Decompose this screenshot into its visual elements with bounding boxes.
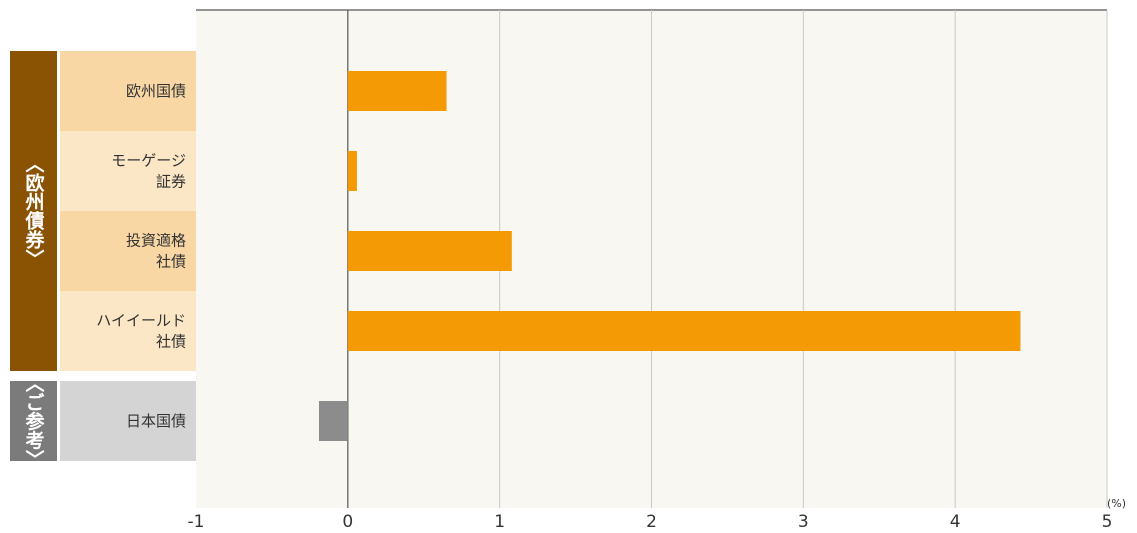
category-label: 社債 [156, 253, 186, 271]
category-label: 投資適格 [126, 232, 186, 250]
x-tick-label: -1 [188, 512, 205, 532]
x-axis-ticks: -1 0 1 2 3 4 5 [188, 512, 1113, 532]
unit-label: (%) [1107, 497, 1126, 510]
bars [318, 71, 1021, 441]
group-bar [10, 381, 57, 461]
category-cell [60, 291, 196, 371]
category-cell [60, 51, 196, 131]
x-tick-label: 0 [342, 512, 353, 532]
bar [347, 151, 357, 191]
category-cell [60, 131, 196, 211]
group-bar [10, 51, 57, 371]
bar [347, 311, 1021, 351]
category-label: 欧州国債 [126, 82, 186, 100]
bar [347, 231, 512, 271]
group-brackets: 〈欧州債券〉〈ご参考〉 [10, 51, 57, 469]
x-tick-label: 1 [494, 512, 505, 532]
group-label: 〈欧州債券〉 [23, 154, 46, 268]
bar [318, 401, 348, 441]
category-label: 日本国債 [126, 412, 186, 430]
x-tick-label: 5 [1102, 512, 1113, 532]
category-label: ハイイールド [96, 312, 186, 330]
group-label: 〈ご参考〉 [23, 374, 45, 469]
category-cell [60, 211, 196, 291]
x-tick-label: 4 [950, 512, 961, 532]
category-cell [60, 381, 196, 461]
bar [347, 71, 447, 111]
category-label: 社債 [156, 333, 186, 351]
category-label: モーゲージ [111, 152, 186, 170]
x-tick-label: 3 [798, 512, 809, 532]
x-tick-label: 2 [646, 512, 657, 532]
category-label: 証券 [156, 173, 186, 191]
